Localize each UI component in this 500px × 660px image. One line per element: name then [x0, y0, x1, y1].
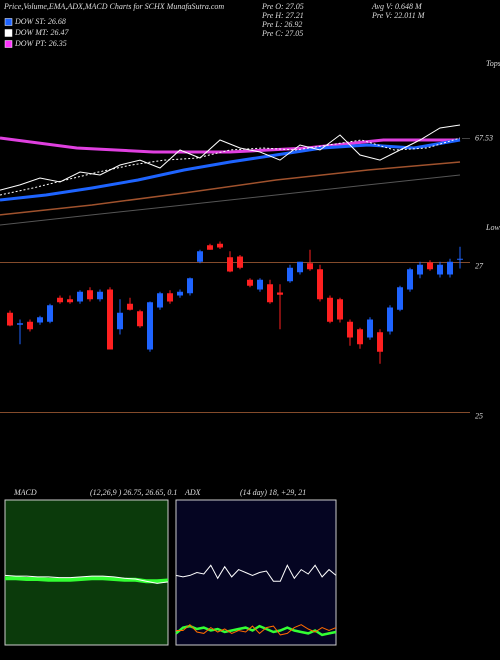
candle-body: [407, 269, 413, 290]
candle-body: [287, 267, 293, 282]
series-line: [4, 574, 169, 584]
candle-body: [397, 287, 403, 310]
candle-body: [77, 291, 83, 302]
stat-label: Pre O: 27.05: [261, 2, 304, 11]
candle-body: [267, 284, 273, 303]
candle-body: [307, 263, 313, 270]
series-line: [175, 624, 337, 637]
y-tick-label: 27: [475, 261, 484, 270]
series-line: [0, 138, 461, 202]
candle-body: [137, 311, 143, 327]
series-line: [0, 161, 461, 216]
legend-swatch: [4, 29, 13, 37]
series-line: [176, 624, 337, 636]
candle-body: [257, 279, 263, 290]
candle-body: [207, 245, 213, 250]
lows-label: Lows: [485, 223, 500, 232]
candle-body: [7, 312, 13, 326]
panel-subtitle: (12,26,9 ) 26.75, 26.65, 0.1: [90, 488, 177, 497]
candle-body: [297, 261, 303, 273]
candle-body: [57, 297, 63, 303]
stat-label: Pre L: 26.92: [261, 20, 302, 29]
chart-title: Price,Volume,EMA,ADX,MACD Charts for SCH…: [3, 2, 224, 11]
candle-body: [67, 299, 73, 303]
candle-body: [27, 321, 33, 330]
y-tick-label: 25: [475, 411, 483, 420]
candle-body: [387, 307, 393, 332]
candle-body: [317, 269, 323, 300]
candle-body: [87, 290, 93, 300]
panel-subtitle: (14 day) 18, +29, 21: [240, 488, 306, 497]
candle-body: [197, 251, 203, 262]
tops-label: Tops: [486, 59, 500, 68]
legend-swatch: [4, 40, 13, 48]
legend-swatch: [4, 18, 13, 26]
candle-body: [177, 291, 183, 296]
series-line: [175, 564, 337, 582]
candle-body: [47, 305, 53, 322]
candle-body: [97, 291, 103, 300]
candle-body: [127, 303, 133, 310]
y-tick-label: 67.53: [475, 133, 493, 142]
series-line: [0, 136, 460, 154]
stat-label: Pre V: 22.011 M: [371, 11, 426, 20]
panel-title: MACD: [13, 488, 37, 497]
candle-body: [37, 317, 43, 323]
stat-label: Pre C: 27.05: [261, 29, 303, 38]
candle-body: [367, 319, 373, 338]
candle-body: [327, 297, 333, 322]
candle-body: [117, 312, 123, 330]
candle-body: [437, 264, 443, 275]
stat-label: Avg V: 0.648 M: [371, 2, 423, 11]
series-line: [0, 137, 461, 196]
panel-background: [175, 499, 337, 646]
panel-background: [4, 499, 169, 646]
candle-body: [147, 302, 153, 350]
candle-body: [237, 256, 243, 268]
candle-body: [217, 243, 223, 248]
candle-body: [167, 293, 173, 302]
series-line: [0, 174, 461, 226]
series-line: [0, 124, 461, 191]
legend-label: DOW ST: 26.68: [14, 17, 66, 26]
candle-body: [377, 332, 383, 352]
candle-body: [227, 257, 233, 272]
candle-body: [107, 289, 113, 350]
panel-title: ADX: [184, 488, 202, 497]
candle-body: [347, 321, 353, 338]
stat-label: Pre H: 27.21: [261, 11, 304, 20]
candle-body: [427, 262, 433, 270]
candle-body: [457, 258, 463, 260]
candle-body: [337, 299, 343, 320]
candle-body: [357, 329, 363, 345]
candle-body: [17, 323, 23, 325]
candle-body: [187, 278, 193, 294]
candle-body: [447, 261, 453, 275]
candle-body: [157, 293, 163, 308]
candle-body: [247, 279, 253, 286]
legend-label: DOW MT: 26.47: [14, 28, 70, 37]
candle-body: [417, 264, 423, 275]
candle-body: [277, 292, 283, 295]
legend-label: DOW PT: 26.35: [14, 39, 67, 48]
